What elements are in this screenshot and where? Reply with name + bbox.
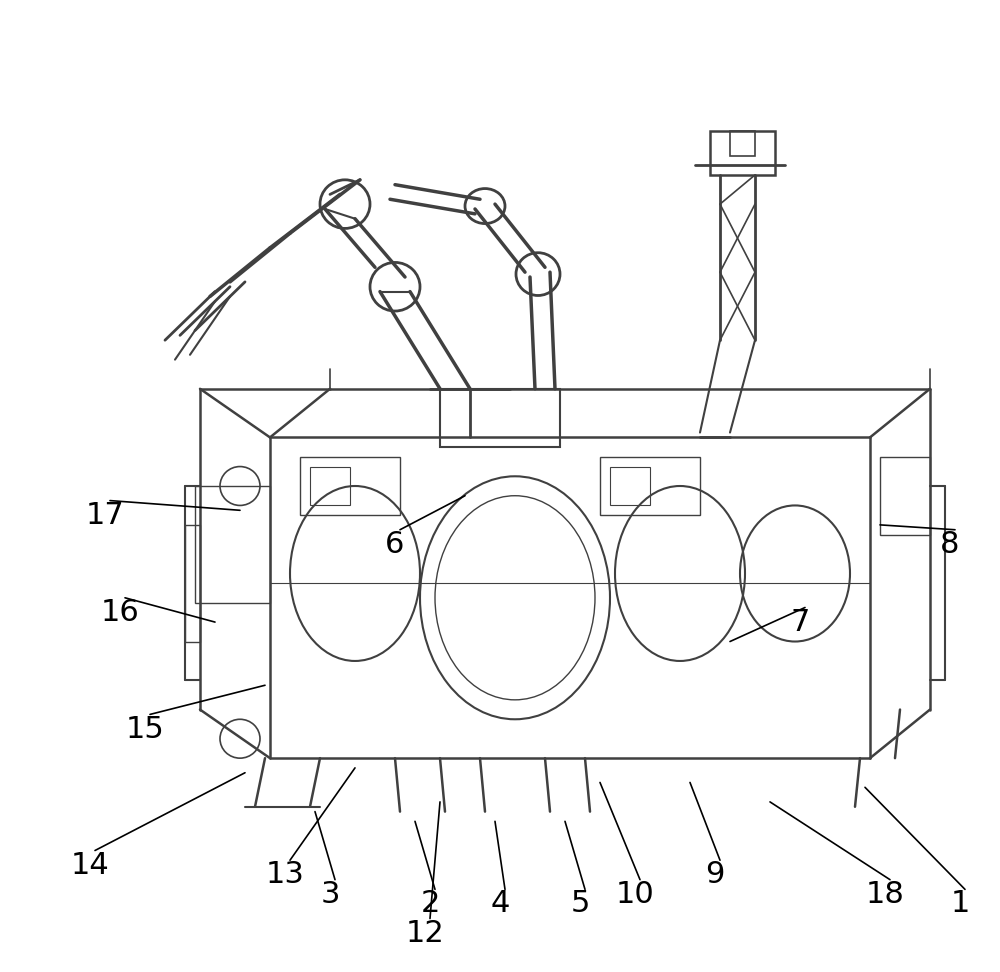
Text: 15: 15 [126,714,164,744]
Text: 13: 13 [266,860,304,889]
Bar [185,525,200,642]
Bar [710,131,775,175]
Text: 4: 4 [490,889,510,919]
Text: 8: 8 [940,530,960,559]
Text: 3: 3 [320,880,340,909]
Text: 14: 14 [71,850,109,880]
Text: 10: 10 [616,880,654,909]
Bar [310,467,350,505]
Text: 12: 12 [406,919,444,948]
Bar [600,457,700,515]
Bar [195,486,270,603]
Text: 9: 9 [705,860,725,889]
Text: 7: 7 [790,608,810,637]
Text: 2: 2 [420,889,440,919]
Text: 1: 1 [950,889,970,919]
Text: 6: 6 [385,530,405,559]
Text: 18: 18 [866,880,904,909]
Bar [300,457,400,515]
Text: 16: 16 [101,598,139,627]
Text: 17: 17 [86,501,124,530]
Bar [440,389,560,447]
Text: 5: 5 [570,889,590,919]
Bar [880,457,930,535]
Bar [610,467,650,505]
Bar [730,131,755,156]
